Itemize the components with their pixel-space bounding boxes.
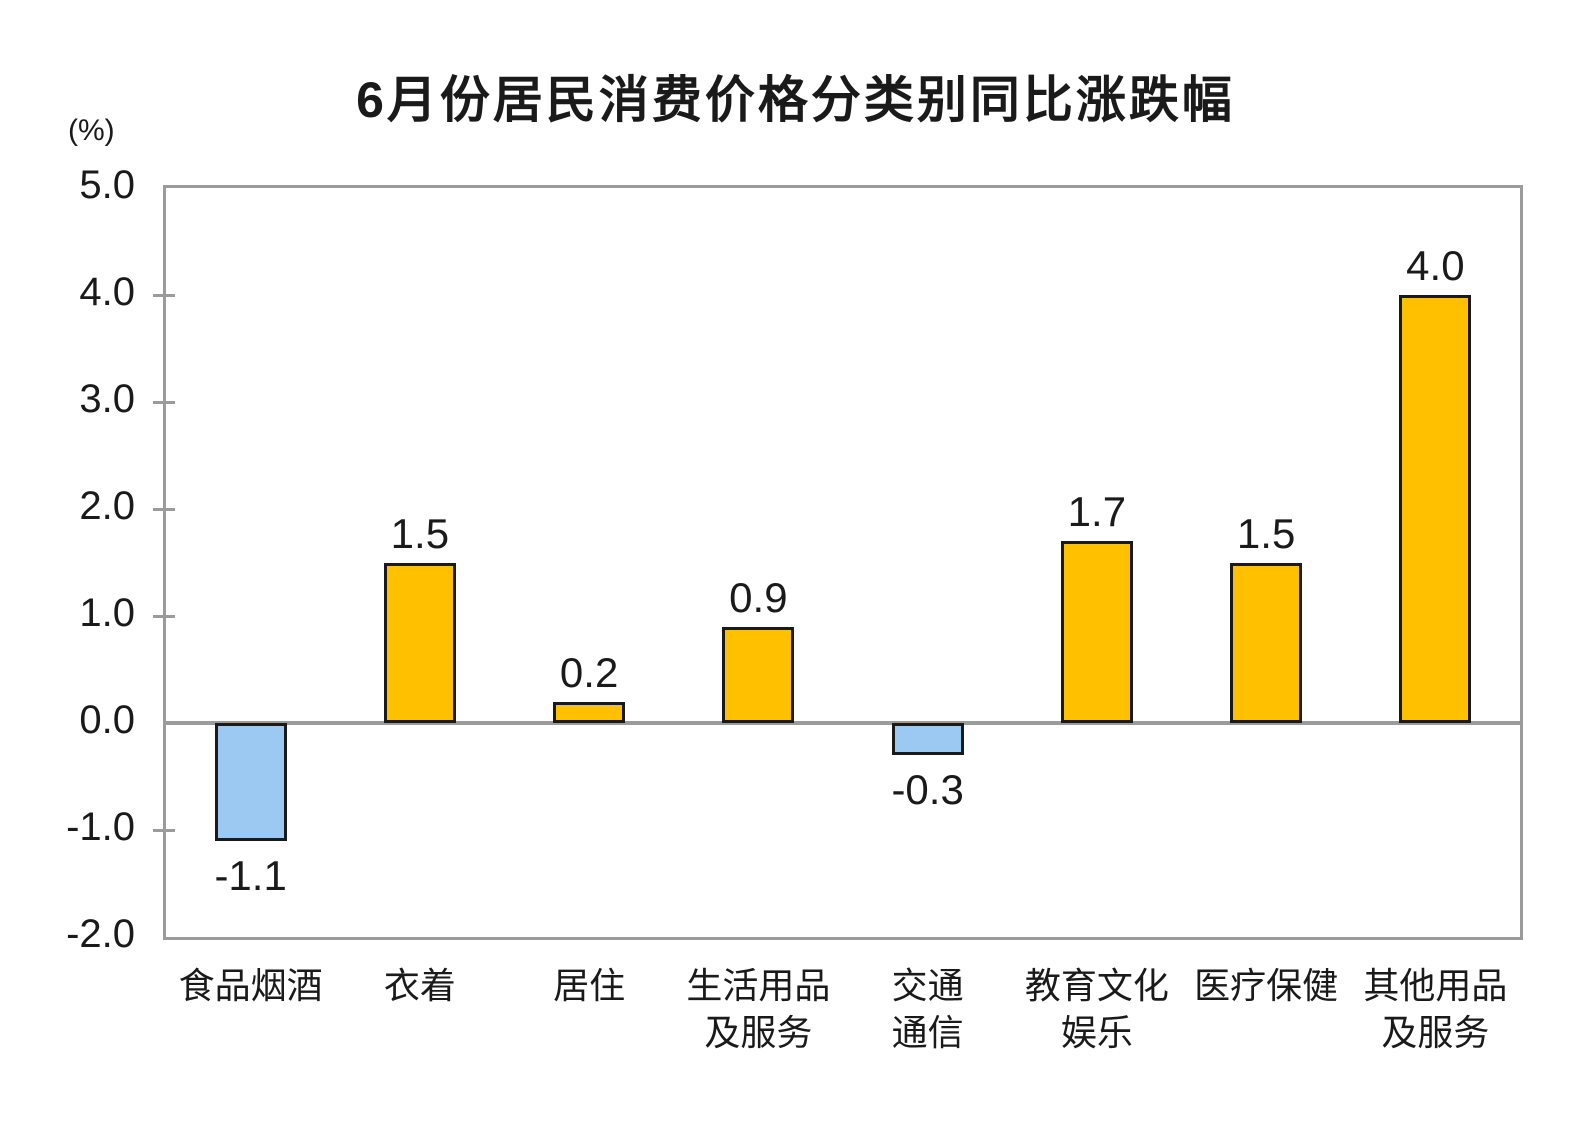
y-axis-tick <box>153 614 175 618</box>
y-axis-tick <box>153 828 175 832</box>
y-axis-label: 2.0 <box>79 484 135 528</box>
x-axis-label: 居住 <box>553 965 626 1006</box>
y-axis-label: 1.0 <box>79 591 135 635</box>
zero-axis-line <box>166 721 1520 725</box>
bar <box>891 723 964 756</box>
bar <box>1060 541 1133 723</box>
bar <box>1230 562 1303 723</box>
bar-value-label: 0.9 <box>729 573 788 621</box>
bar-value-label: 1.5 <box>390 509 450 557</box>
bar-value-label: 1.7 <box>1067 488 1127 536</box>
y-axis-tick-labels: 5.0 4.0 3.0 2.0 1.0 0.0 -1.0 -2.0 <box>0 0 135 1130</box>
y-axis-tick <box>153 507 175 511</box>
y-axis-label: -2.0 <box>66 912 135 956</box>
y-axis-label: 5.0 <box>79 163 135 207</box>
bar <box>1399 295 1472 723</box>
y-axis-label: 3.0 <box>79 377 135 421</box>
bar-value-label: 1.5 <box>1236 509 1296 557</box>
x-axis-label: 食品烟酒 <box>178 965 323 1006</box>
x-axis-label: 交通 通信 <box>891 965 964 1053</box>
y-axis-tick <box>153 293 175 297</box>
y-axis-label: 4.0 <box>79 270 135 314</box>
x-axis-label: 其他用品 及服务 <box>1363 965 1508 1053</box>
y-axis-unit-label: (%) <box>68 114 115 147</box>
bar <box>383 562 456 723</box>
y-axis-label: 0.0 <box>79 698 135 742</box>
x-axis-label: 教育文化 娱乐 <box>1024 965 1169 1053</box>
bar-value-label: -1.1 <box>214 851 287 899</box>
bar <box>722 626 795 723</box>
bar <box>214 723 287 841</box>
y-axis-label: -1.0 <box>66 805 135 849</box>
bar-value-label: 4.0 <box>1406 242 1465 289</box>
bar-value-label: 0.2 <box>559 648 619 696</box>
bar-value-label: -0.3 <box>891 766 964 814</box>
plot-area: -1.1 1.5 0.2 0.9 -0.3 1.7 1.5 4.0 <box>153 185 1523 940</box>
x-axis-label: 生活用品 及服务 <box>686 965 831 1053</box>
chart-title: 6月份居民消费价格分类别同比涨跌幅 <box>356 72 1235 128</box>
y-axis-tick <box>153 400 175 404</box>
bar <box>553 701 626 723</box>
x-axis-label: 医疗保健 <box>1194 965 1339 1006</box>
x-axis-label: 衣着 <box>383 965 456 1006</box>
